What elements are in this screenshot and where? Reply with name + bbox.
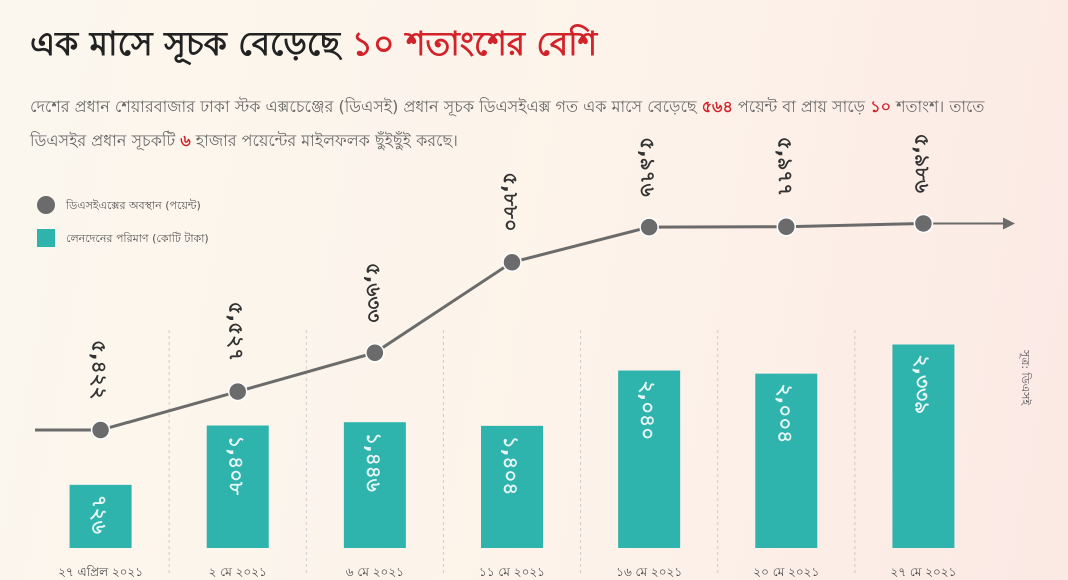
x-tick-label: ১৬ মে ২০২১ — [616, 565, 682, 579]
line-point — [639, 217, 659, 237]
subtitle-segment: ১০ — [870, 97, 891, 116]
x-tick-label: ২ মে ২০২১ — [209, 565, 267, 579]
bar — [206, 425, 269, 548]
bar — [892, 344, 955, 548]
bar — [618, 370, 681, 548]
line-point — [502, 252, 522, 273]
legend-label: ডিএসইএক্সের অবস্থান (পয়েন্ট) — [65, 199, 201, 212]
point-value-label: ৫,৫২৭ — [225, 302, 249, 362]
x-tick-label: ১১ মে ২০২১ — [479, 565, 545, 579]
subtitle-segment: দেশের প্রধান শেয়ারবাজার ঢাকা স্টক এক্সচ… — [30, 97, 702, 116]
bar — [69, 484, 132, 548]
title: এক মাসে সূচক বেড়েছে ১০ শতাংশের বেশি — [30, 18, 597, 74]
point-value-label: ৫,৯৮৬ — [910, 133, 934, 193]
title-highlight: ১০ শতাংশের বেশি — [351, 24, 598, 63]
bar-value-label: ২,০৪০ — [636, 381, 660, 441]
source: সূত্র: ডিএসই — [1019, 349, 1032, 406]
bar — [755, 373, 818, 548]
point-value-label: ৫,৬৩৩ — [362, 263, 386, 323]
line-point — [776, 216, 797, 237]
legend-swatch — [37, 229, 55, 247]
bar-value-label: ১,৪০৪ — [499, 436, 523, 496]
point-value-label: ৫,৮৮০ — [499, 172, 523, 232]
bar-value-label: ১,৪০৮ — [225, 436, 249, 497]
line-point — [90, 420, 111, 440]
line-arrow — [1003, 217, 1015, 230]
bar-value-label: ২,০০৪ — [773, 384, 797, 444]
bar-value-label: ৭২৬ — [88, 495, 112, 534]
subtitle: দেশের প্রধান শেয়ারবাজার ঢাকা স্টক এক্সচ… — [30, 90, 1010, 158]
line-point — [365, 343, 385, 363]
x-tick-label: ২০ মে ২০২১ — [753, 565, 819, 579]
subtitle-segment: হাজার পয়েন্টের মাইলফলক ছুঁইছুঁই করছে। — [190, 131, 458, 150]
subtitle-segment: পয়েন্ট বা প্রায় সাড়ে — [732, 97, 871, 116]
legend-swatch — [37, 196, 55, 214]
bar — [343, 422, 406, 548]
legend-label: লেনদেনের পরিমাণ (কোটি টাকা) — [66, 232, 209, 245]
bar-value-label: ১,৪৪৬ — [362, 432, 386, 492]
x-tick-label: ২৭ এপ্রিল ২০২১ — [58, 565, 143, 579]
x-tick-label: ৬ মে ২০২১ — [346, 565, 404, 579]
subtitle-segment: ৬ — [180, 131, 191, 150]
point-value-label: ৫,৯৭৬ — [636, 137, 660, 197]
point-value-label: ৫,৯৭৭ — [773, 137, 797, 197]
bar — [481, 425, 543, 548]
bar-value-label: ২,৩৩৯ — [910, 355, 934, 415]
subtitle-segment: শতাংশ। তাতে ডিএসইর প্রধান সূচকটি — [30, 97, 985, 150]
title-text: এক মাসে সূচক বেড়েছে — [30, 24, 341, 63]
line-point — [227, 381, 248, 402]
point-value-label: ৫,৪২২ — [88, 340, 112, 400]
line-point — [913, 213, 934, 234]
subtitle-segment: ৫৬৪ — [701, 97, 733, 116]
x-tick-label: ২৭ মে ২০২১ — [890, 565, 956, 579]
